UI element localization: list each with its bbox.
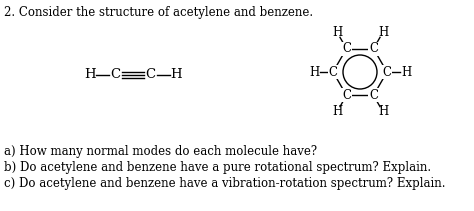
Text: C: C bbox=[145, 69, 155, 81]
Text: H: H bbox=[332, 105, 342, 118]
Text: a) How many normal modes do each molecule have?: a) How many normal modes do each molecul… bbox=[4, 145, 317, 158]
Text: H: H bbox=[378, 105, 388, 118]
Text: 2. Consider the structure of acetylene and benzene.: 2. Consider the structure of acetylene a… bbox=[4, 6, 313, 19]
Text: H: H bbox=[378, 26, 388, 39]
Text: C: C bbox=[110, 69, 120, 81]
Text: C: C bbox=[369, 89, 378, 102]
Text: H: H bbox=[170, 69, 182, 81]
Text: H: H bbox=[401, 65, 411, 78]
Text: C: C bbox=[342, 42, 351, 55]
Text: H: H bbox=[332, 26, 342, 39]
Text: C: C bbox=[369, 42, 378, 55]
Text: C: C bbox=[342, 89, 351, 102]
Text: C: C bbox=[383, 65, 392, 78]
Text: H: H bbox=[84, 69, 96, 81]
Text: b) Do acetylene and benzene have a pure rotational spectrum? Explain.: b) Do acetylene and benzene have a pure … bbox=[4, 161, 431, 174]
Text: c) Do acetylene and benzene have a vibration-rotation spectrum? Explain.: c) Do acetylene and benzene have a vibra… bbox=[4, 177, 446, 190]
Text: H: H bbox=[309, 65, 319, 78]
Text: C: C bbox=[328, 65, 337, 78]
